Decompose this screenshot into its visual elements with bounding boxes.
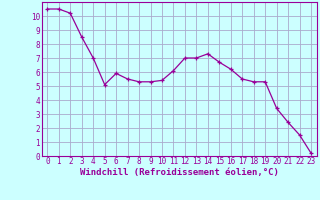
X-axis label: Windchill (Refroidissement éolien,°C): Windchill (Refroidissement éolien,°C) [80, 168, 279, 177]
